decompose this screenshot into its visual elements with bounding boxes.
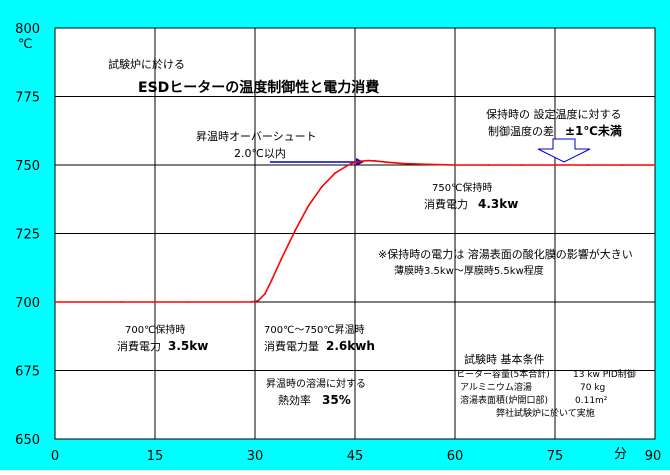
y-tick-label: 775 <box>15 91 40 106</box>
conditions-footer: 弊社試験炉に於いて実施 <box>496 407 595 419</box>
deviation-label-2: 制御温度の差 <box>488 124 554 138</box>
temperature-data-point <box>280 257 283 260</box>
temperature-data-point <box>487 164 490 166</box>
series-group <box>54 159 656 303</box>
temperature-data-point <box>307 205 310 208</box>
x-tick-label: 0 <box>51 449 59 464</box>
temperature-data-point <box>620 164 623 166</box>
temperature-data-point <box>367 159 370 162</box>
temperature-data-point <box>420 163 423 166</box>
conditions-title: 試験時 基本条件 <box>464 352 545 366</box>
conditions-capacity: ヒーター容量(5本合計) <box>456 368 550 380</box>
temperature-data-point <box>270 279 273 281</box>
temperature-series-line <box>55 159 655 303</box>
heating-energy-value: 2.6kwh <box>326 339 375 353</box>
x-tick-label: 15 <box>147 449 164 464</box>
temperature-data-point <box>120 301 123 303</box>
deviation-down-arrow <box>537 138 591 163</box>
y-tick-label: 800 <box>15 22 40 37</box>
temperature-data-point <box>440 163 443 166</box>
temperature-data-point <box>454 164 456 166</box>
temperature-data-point <box>187 301 190 303</box>
temperature-data-point <box>354 161 356 164</box>
y-tick-label: 700 <box>15 296 40 311</box>
temperature-data-point <box>347 164 350 166</box>
hold700-power-label: 消費電力 <box>117 339 161 353</box>
conditions-capacity-value: 13 kw PID制御 <box>573 368 636 380</box>
temperature-data-point <box>654 164 656 166</box>
chart-subtitle: 試験炉に於ける <box>108 57 185 71</box>
deviation-value: ±1℃未満 <box>565 123 622 138</box>
overshoot-value: 2.0℃以内 <box>234 146 286 160</box>
x-tick-label: 75 <box>547 449 564 464</box>
temperature-data-point <box>334 172 336 175</box>
temperature-data-point <box>520 164 523 166</box>
temperature-data-point <box>264 292 266 295</box>
tick-labels: 650 675 700 725 750 775 800 0 15 30 45 60 75 90 <box>15 22 661 464</box>
temperature-data-point <box>374 160 376 162</box>
temperature-data-point <box>587 164 590 166</box>
conditions-mass: 70 kg <box>580 383 605 393</box>
chart-title: ESDヒーターの温度制御性と電力消費 <box>138 79 379 96</box>
temperature-data-point <box>250 301 253 303</box>
efficiency-key: 熱効率 <box>278 393 311 407</box>
conditions-material: アルミニウム溶湯 <box>460 381 532 393</box>
temperature-data-point <box>387 161 390 164</box>
hold750-power-value: 4.3kw <box>478 197 518 211</box>
temperature-data-point <box>320 186 323 188</box>
x-tick-label: 45 <box>347 449 364 464</box>
x-tick-label: 90 <box>645 449 662 464</box>
efficiency-label: 昇温時の溶湯に対する <box>266 377 366 390</box>
deviation-label: 保持時の 設定温度に対する <box>486 107 622 121</box>
heating-energy-label: 消費電力量 <box>264 339 319 353</box>
temperature-data-point <box>400 162 403 165</box>
temperature-data-point <box>294 229 296 232</box>
y-tick-label: 725 <box>15 228 40 243</box>
overshoot-label: 昇温時オーバーシュート <box>196 130 317 143</box>
heating-label: 700℃〜750℃昇温時 <box>264 324 365 336</box>
temperature-data-point <box>257 299 260 302</box>
y-tick-label: 675 <box>15 365 40 380</box>
hold700-power-value: 3.5kw <box>168 339 208 353</box>
note-line-1: ※保持時の電力は 溶湯表面の酸化膜の影響が大きい <box>378 247 633 261</box>
hold750-label: 750℃保持時 <box>432 181 492 194</box>
temperature-data-point <box>554 164 556 166</box>
conditions-surface: 溶湯表面積(炉開口部) <box>460 394 548 406</box>
y-axis-label: ℃ <box>18 37 33 52</box>
hold750-power-label: 消費電力 <box>424 197 468 211</box>
conditions-surface-value: 0.11m² <box>575 396 608 406</box>
efficiency-value: 35% <box>322 393 351 407</box>
hold700-label: 700℃保持時 <box>125 323 185 336</box>
temperature-data-point <box>54 301 56 303</box>
x-tick-label: 60 <box>447 449 464 464</box>
x-axis-label: 分 <box>614 447 627 462</box>
y-tick-label: 750 <box>15 159 40 174</box>
note-line-2: 薄膜時3.5kw〜厚膜時5.5kw程度 <box>394 264 544 277</box>
temperature-data-point <box>360 160 363 163</box>
y-tick-label: 650 <box>15 433 40 448</box>
x-tick-label: 30 <box>247 449 264 464</box>
